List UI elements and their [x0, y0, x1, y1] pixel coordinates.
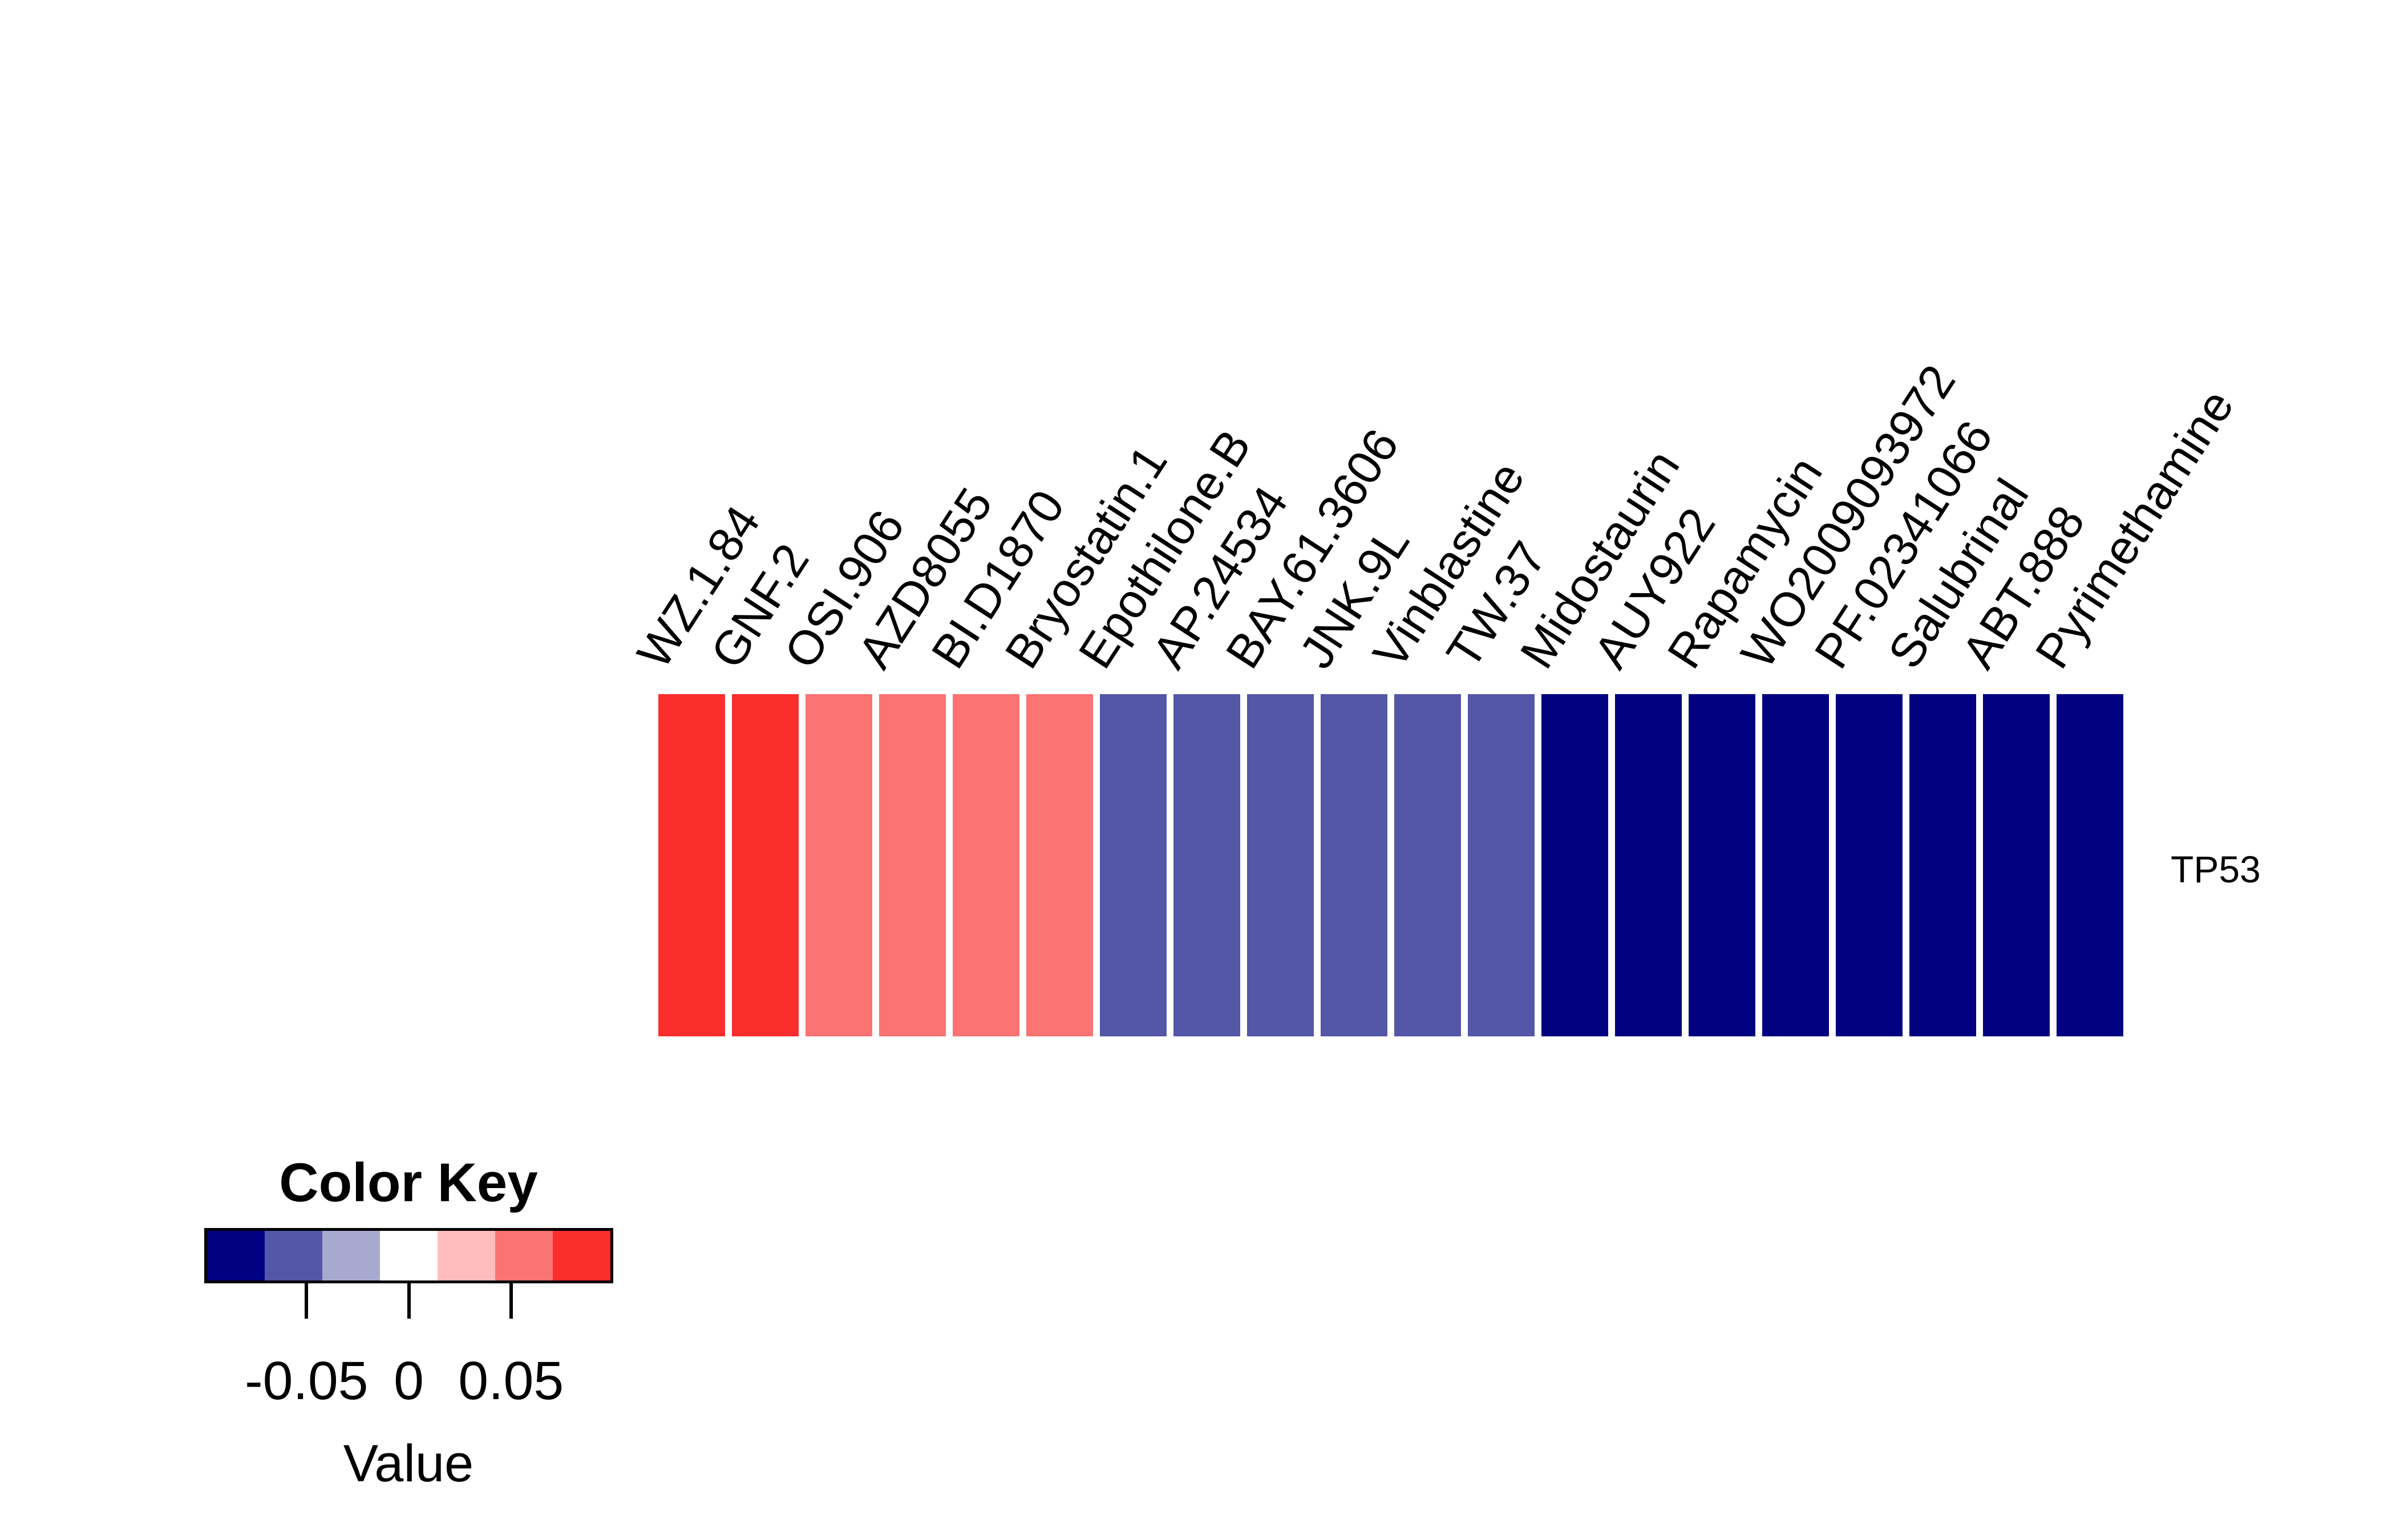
heatmap-cell	[1173, 694, 1240, 1036]
heatmap-cell	[1247, 694, 1314, 1036]
color-key-bar	[204, 1228, 613, 1283]
color-key-title: Color Key	[279, 1152, 538, 1213]
heatmap-cell	[1394, 694, 1461, 1036]
color-key-tick	[509, 1283, 513, 1319]
color-key-segment	[438, 1231, 495, 1280]
color-key-segment	[207, 1231, 265, 1280]
color-key-segment	[265, 1231, 322, 1280]
color-key-segment	[322, 1231, 380, 1280]
heatmap-cell	[806, 694, 872, 1036]
heatmap-cell	[1983, 694, 2050, 1036]
heatmap-cell	[1689, 694, 1755, 1036]
heatmap-cell	[1909, 694, 1976, 1036]
color-key-segment	[495, 1231, 553, 1280]
heatmap-cell	[1541, 694, 1608, 1036]
heatmap-cell	[1836, 694, 1903, 1036]
heatmap-cell	[1468, 694, 1535, 1036]
heatmap-cell	[658, 694, 725, 1036]
row-label: TP53	[2171, 848, 2261, 890]
heatmap-cell	[1762, 694, 1829, 1036]
heatmap-cell	[879, 694, 946, 1036]
color-key-tick	[305, 1283, 309, 1319]
heatmap-cell	[953, 694, 1019, 1036]
color-key-tick-label: 0.05	[458, 1351, 564, 1411]
heatmap-cell	[1615, 694, 1682, 1036]
color-key-tick-label: 0	[394, 1351, 424, 1411]
color-key-segment	[380, 1231, 438, 1280]
heatmap-row-tp53	[658, 694, 2123, 1036]
heatmap-cell	[1321, 694, 1387, 1036]
heatmap-cell	[2057, 694, 2123, 1036]
color-key-tick-label: -0.05	[244, 1351, 369, 1411]
color-key-segment	[553, 1231, 610, 1280]
color-key-axis-label: Value	[343, 1434, 474, 1493]
color-key-tick	[407, 1283, 411, 1319]
heatmap-cell	[1026, 694, 1093, 1036]
heatmap-cell	[1100, 694, 1167, 1036]
heatmap-cell	[732, 694, 799, 1036]
